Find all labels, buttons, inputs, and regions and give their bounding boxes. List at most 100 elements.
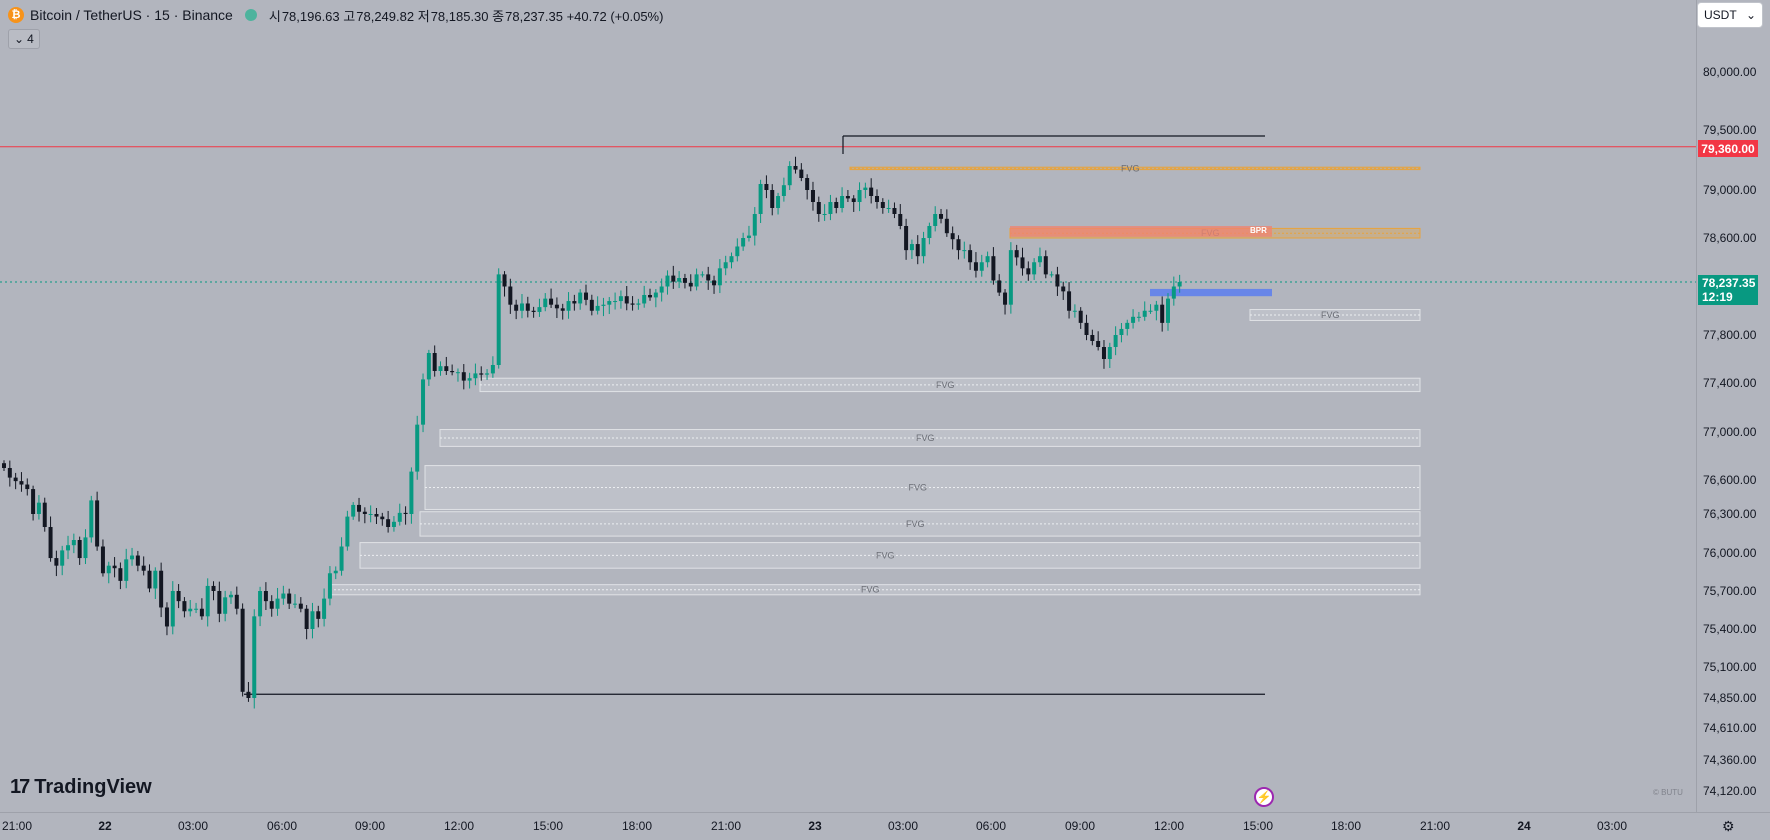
candle-body: [135, 555, 140, 566]
candle-body: [7, 468, 12, 478]
fvg-label: FVG: [861, 585, 880, 595]
fvg-label: FVG: [906, 519, 925, 529]
candle-body: [1090, 335, 1095, 341]
price-tick-label: 76,000.00: [1703, 546, 1757, 560]
candle-body: [816, 202, 821, 214]
time-tick-label: 03:00: [1596, 819, 1628, 833]
candle-body: [700, 274, 705, 276]
candle-body: [915, 244, 920, 257]
candle-body: [531, 310, 536, 312]
candle-body: [228, 594, 233, 598]
candle-body: [205, 585, 210, 617]
candle-body: [234, 594, 239, 609]
time-tick-label: 03:00: [177, 819, 209, 833]
candle-body: [554, 304, 559, 309]
candle-body: [54, 558, 59, 566]
candle-body: [31, 489, 36, 514]
price-axis[interactable]: [1696, 0, 1770, 812]
price-tick-label: 75,400.00: [1703, 622, 1757, 636]
indicators-count: 4: [27, 32, 34, 46]
time-tick-label: 21:00: [1, 819, 33, 833]
candle-body: [659, 286, 664, 293]
candle-body: [83, 537, 88, 559]
candle-body: [374, 514, 379, 517]
candle-body: [496, 274, 501, 365]
candle-body: [1113, 335, 1118, 347]
candle-body: [950, 233, 955, 240]
candle-body: [1067, 291, 1072, 311]
candle-body: [776, 196, 781, 208]
candle-body: [712, 280, 717, 286]
candle-body: [694, 274, 699, 287]
candle-body: [793, 166, 798, 170]
candle-body: [519, 303, 524, 311]
candle-body: [263, 591, 268, 602]
candle-body: [36, 502, 41, 514]
currency-select[interactable]: USDT ⌄: [1697, 2, 1763, 28]
candle-body: [514, 304, 519, 311]
candle-body: [653, 292, 658, 298]
candle-body: [339, 546, 344, 571]
tradingview-logo[interactable]: 17 TradingView: [10, 776, 152, 799]
chevron-down-icon: ⌄: [1745, 8, 1756, 22]
candle-body: [182, 601, 187, 612]
candle-body: [1061, 286, 1066, 292]
candle-body: [502, 274, 507, 287]
last-price-tag: 78,237.35 12:19: [1698, 275, 1758, 305]
candle-body: [677, 278, 682, 282]
candle-body: [770, 190, 775, 208]
candle-body: [834, 202, 839, 208]
candle-body: [1037, 256, 1042, 263]
candle-body: [351, 504, 356, 517]
lightning-icon[interactable]: ⚡: [1254, 787, 1274, 807]
candle-body: [141, 565, 146, 571]
candle-body: [927, 226, 932, 238]
candle-body: [845, 196, 850, 199]
time-tick-label: 21:00: [1419, 819, 1451, 833]
time-tick-label: 15:00: [1242, 819, 1274, 833]
time-tick-label: 06:00: [266, 819, 298, 833]
copyright-text: © BUTU: [1653, 788, 1683, 797]
candle-body: [269, 601, 274, 609]
candle-body: [566, 301, 571, 311]
market-open-icon: [244, 9, 257, 21]
candle-body: [66, 545, 71, 551]
candle-body: [1049, 274, 1054, 276]
fvg-label: FVG: [1321, 310, 1340, 320]
candle-body: [1136, 316, 1141, 318]
candle-body: [1160, 304, 1165, 323]
candle-body: [298, 603, 303, 609]
candle-body: [421, 379, 426, 425]
candle-body: [48, 527, 53, 559]
fvg-label: FVG: [876, 550, 895, 560]
bitcoin-icon: ₿: [8, 7, 24, 23]
candle-body: [327, 573, 332, 599]
chart-pane[interactable]: FVGFVGFVGFVGFVGFVGFVGFVGFVGBPR: [0, 0, 1696, 812]
symbol-title[interactable]: Bitcoin / TetherUS · 15 · Binance: [30, 7, 233, 23]
time-tick-label: 12:00: [443, 819, 475, 833]
candle-body: [578, 292, 583, 304]
candle-body: [19, 481, 24, 485]
candle-body: [240, 608, 245, 692]
time-axis[interactable]: 21:00 22 03:00 06:00 09:00 12:00 15:00 18:00 21:…: [0, 812, 1770, 840]
candle-body: [95, 500, 100, 547]
candle-body: [810, 190, 815, 202]
candle-body: [194, 608, 199, 610]
candle-body: [403, 512, 408, 514]
candle-body: [153, 570, 158, 589]
candle-body: [618, 296, 623, 302]
candle-body: [391, 521, 396, 527]
candle-body: [1003, 292, 1008, 305]
price-chart-canvas[interactable]: FVGFVGFVGFVGFVGFVGFVGFVGFVGBPR: [0, 0, 1696, 812]
change-readout: +40.72 (+0.05%): [566, 8, 664, 24]
chevron-down-icon: ⌄: [14, 32, 25, 46]
indicators-toggle-button[interactable]: ⌄ 4: [8, 29, 40, 49]
candle-body: [909, 244, 914, 251]
candle-body: [956, 239, 961, 251]
candle-body: [613, 301, 618, 303]
time-tick-label: 21:00: [710, 819, 742, 833]
candle-body: [188, 608, 193, 612]
time-tick-label: 23: [808, 819, 822, 833]
gear-icon[interactable]: ⚙: [1722, 818, 1735, 834]
candle-body: [508, 286, 513, 305]
